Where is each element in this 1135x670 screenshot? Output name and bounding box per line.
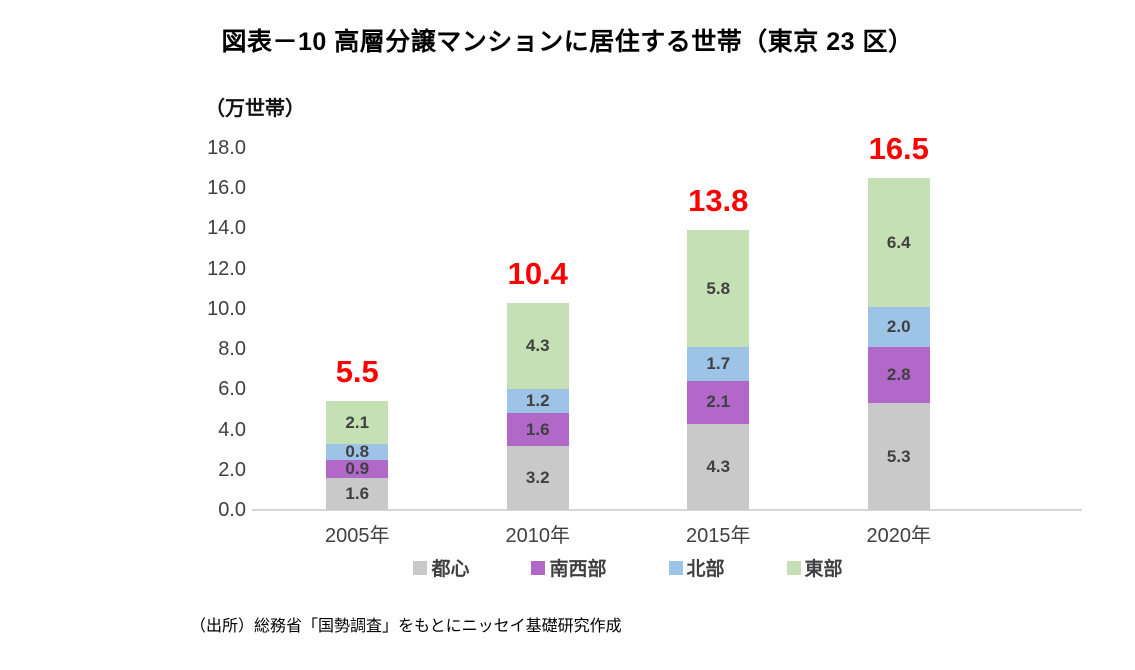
segment-value-label: 0.8 xyxy=(345,441,370,461)
stacked-bar: 5.3 2.8 2.0 6.4 xyxy=(867,178,930,510)
bar-segment: 4.3 xyxy=(687,423,750,510)
legend-swatch-icon xyxy=(668,560,683,575)
legend-item: 東部 xyxy=(786,554,843,581)
y-axis-tick-label: 0.0 xyxy=(218,499,246,521)
legend-swatch-icon xyxy=(786,560,801,575)
segment-value-label: 1.6 xyxy=(345,483,370,503)
segment-value-label: 2.0 xyxy=(886,317,911,337)
legend-label: 北部 xyxy=(686,559,725,580)
y-axis-tick-label: 10.0 xyxy=(207,297,246,320)
segment-value-label: 1.7 xyxy=(706,354,731,374)
bar-segment: 6.4 xyxy=(867,178,930,307)
stacked-bar: 1.6 0.9 0.8 2.1 xyxy=(326,401,389,510)
bar-segment: 4.3 xyxy=(506,302,569,390)
bar-segment: 2.8 xyxy=(867,347,930,404)
segment-value-label: 5.8 xyxy=(706,278,731,298)
bar-segment: 2.0 xyxy=(867,306,930,348)
segment-value-label: 5.3 xyxy=(886,446,911,466)
y-axis-tick-label: 8.0 xyxy=(218,338,246,361)
segment-value-label: 2.1 xyxy=(706,392,731,412)
plot-area: 1.6 0.9 0.8 2.1 5.5 2005年 3.2 1.6 1.2 4.3 10.4 2010… xyxy=(252,132,1082,547)
segment-value-label: 4.3 xyxy=(525,336,550,356)
segment-value-label: 0.9 xyxy=(345,458,370,478)
legend-item: 都心 xyxy=(413,554,469,581)
total-value-label: 16.5 xyxy=(868,131,929,167)
bar-segment: 0.9 xyxy=(326,458,389,478)
legend-label: 東部 xyxy=(804,559,843,580)
y-axis-tick-label: 18.0 xyxy=(207,137,246,159)
y-axis-tick-label: 14.0 xyxy=(207,217,246,240)
legend-item: 北部 xyxy=(668,554,725,581)
bar-segment: 1.7 xyxy=(687,347,750,382)
bar-segment: 2.1 xyxy=(687,381,750,424)
segment-value-label: 2.8 xyxy=(886,365,911,385)
total-value-label: 5.5 xyxy=(335,354,379,390)
x-axis-category-label: 2020年 xyxy=(866,525,932,547)
y-axis-unit-label: （万世帯） xyxy=(205,98,305,120)
legend-swatch-icon xyxy=(531,560,546,575)
legend-label: 都心 xyxy=(431,559,470,580)
total-value-label: 10.4 xyxy=(507,255,568,291)
legend-swatch-icon xyxy=(413,560,428,575)
y-axis-tick-label: 6.0 xyxy=(218,378,246,401)
chart-title: 図表－10 高層分譲マンションに居住する世帯（東京 23 区） xyxy=(221,28,914,56)
source-note: （出所）総務省「国勢調査」をもとにニッセイ基礎研究作成 xyxy=(190,618,622,635)
stacked-bar: 3.2 1.6 1.2 4.3 xyxy=(506,302,569,510)
bar-segment: 5.8 xyxy=(687,230,750,348)
y-axis-tick-label: 16.0 xyxy=(207,177,246,200)
bar-segment: 5.3 xyxy=(867,403,930,510)
segment-value-label: 4.3 xyxy=(706,456,731,476)
x-axis-category-label: 2010年 xyxy=(505,525,571,547)
x-axis-line xyxy=(252,509,1082,511)
segment-value-label: 6.4 xyxy=(886,232,911,252)
legend-label: 南西部 xyxy=(549,559,607,580)
x-axis-category-label: 2005年 xyxy=(325,525,390,547)
y-axis-tick-label: 2.0 xyxy=(218,458,246,481)
segment-value-label: 1.6 xyxy=(525,419,550,439)
segment-value-label: 2.1 xyxy=(345,412,370,432)
bar-segment: 2.1 xyxy=(326,401,389,444)
bar-segment: 0.8 xyxy=(326,441,389,461)
y-axis-tick-label: 12.0 xyxy=(207,257,246,280)
x-axis-category-label: 2015年 xyxy=(686,525,751,547)
segment-value-label: 3.2 xyxy=(525,467,550,487)
total-value-label: 13.8 xyxy=(688,183,749,219)
bar-segment: 1.6 xyxy=(326,477,389,510)
bar-segment: 1.2 xyxy=(506,389,569,414)
bar-segment: 3.2 xyxy=(506,445,569,510)
stacked-bar: 4.3 2.1 1.7 5.8 xyxy=(687,230,750,510)
bar-segment: 1.6 xyxy=(506,413,569,446)
legend-item: 南西部 xyxy=(531,554,607,581)
legend: 都心 南西部 北部 東部 xyxy=(267,554,989,581)
segment-value-label: 1.2 xyxy=(525,391,550,411)
y-axis-tick-label: 4.0 xyxy=(218,418,246,441)
